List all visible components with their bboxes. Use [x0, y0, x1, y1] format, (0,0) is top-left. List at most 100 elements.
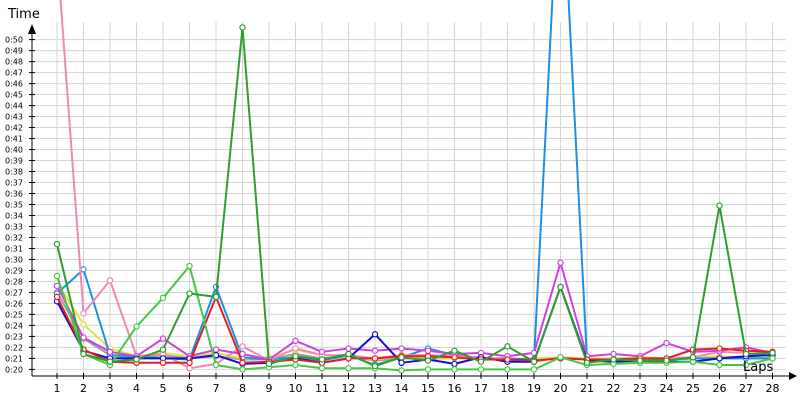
axes — [28, 24, 797, 380]
data-point — [716, 345, 723, 352]
data-point — [345, 345, 352, 352]
y-tick-label: 0:41 — [5, 135, 23, 144]
x-tick-label: 18 — [501, 382, 515, 395]
data-point — [504, 343, 511, 350]
y-tick-label: 0:27 — [5, 288, 23, 297]
series-path — [59, 0, 773, 370]
series-line — [53, 24, 776, 370]
data-point — [265, 360, 273, 368]
y-tick-label: 0:43 — [5, 113, 23, 122]
data-point — [159, 346, 167, 353]
y-tick-label: 0:20 — [5, 365, 23, 374]
data-point — [398, 367, 405, 374]
y-tick-label: 0:35 — [5, 200, 23, 209]
x-tick-label: 1 — [54, 382, 61, 395]
data-point — [451, 360, 458, 368]
data-point — [292, 337, 299, 345]
y-tick-label: 0:36 — [5, 190, 23, 199]
data-point — [716, 361, 723, 369]
data-point — [239, 366, 246, 373]
data-point — [318, 348, 326, 356]
data-point — [292, 345, 299, 352]
y-tick-label: 0:29 — [5, 266, 23, 275]
data-point — [610, 350, 617, 358]
data-point — [80, 310, 87, 317]
tick-labels: 0:20 0:21 0:22 0:23 0:24 0:25 0:26 0:27 0:28 0:29… — [5, 36, 780, 395]
data-point — [80, 266, 87, 273]
data-point — [504, 366, 511, 373]
x-tick-label: 11 — [315, 382, 329, 395]
x-tick-label: 8 — [239, 382, 246, 395]
data-point — [80, 321, 87, 328]
x-tick-label: 27 — [739, 382, 753, 395]
x-tick-label: 10 — [289, 382, 303, 395]
x-tick-label: 26 — [713, 382, 727, 395]
x-tick-label: 14 — [395, 382, 409, 395]
data-point — [610, 356, 617, 363]
data-point — [557, 283, 564, 291]
data-point — [530, 358, 538, 365]
x-tick-label: 3 — [107, 382, 114, 395]
y-tick-label: 0:33 — [5, 222, 23, 231]
data-point — [716, 202, 723, 209]
data-point — [212, 346, 220, 353]
data-point — [398, 359, 405, 367]
data-point — [636, 357, 644, 364]
y-tick-label: 0:42 — [5, 124, 23, 133]
data-point — [371, 362, 379, 370]
data-point — [53, 293, 61, 301]
data-point — [557, 259, 564, 266]
y-tick-label: 0:21 — [5, 354, 23, 363]
x-tick-label: 6 — [186, 382, 193, 395]
data-point — [477, 358, 485, 365]
data-point — [742, 350, 750, 358]
y-axis-arrow — [28, 24, 36, 34]
data-point — [451, 366, 458, 373]
y-tick-label: 0:38 — [5, 168, 23, 177]
x-axis-arrow — [789, 372, 797, 380]
data-point — [53, 272, 61, 280]
data-point — [53, 240, 61, 248]
y-tick-label: 0:44 — [5, 102, 23, 111]
data-point — [133, 323, 140, 330]
y-tick-label: 0:40 — [5, 146, 23, 155]
data-point — [186, 365, 193, 372]
x-tick-label: 5 — [160, 382, 167, 395]
x-tick-label: 21 — [580, 382, 594, 395]
data-point — [106, 358, 114, 365]
y-tick-label: 0:32 — [5, 233, 23, 242]
data-point — [769, 349, 776, 357]
y-tick-label: 0:45 — [5, 91, 23, 100]
data-point — [345, 365, 352, 372]
x-tick-label: 7 — [213, 382, 220, 395]
x-axis-title: Laps — [743, 360, 773, 375]
x-tick-label: 24 — [660, 382, 674, 395]
data-point — [80, 350, 87, 358]
y-tick-label: 0:24 — [5, 321, 23, 330]
y-tick-label: 0:31 — [5, 244, 23, 253]
data-point — [106, 277, 114, 284]
data-point — [504, 356, 511, 363]
data-point — [318, 356, 326, 363]
y-tick-label: 0:37 — [5, 179, 23, 188]
data-point — [371, 355, 379, 362]
series-path — [56, 261, 773, 361]
y-tick-label: 0:26 — [5, 299, 23, 308]
data-point — [212, 293, 220, 301]
data-point — [424, 357, 432, 364]
data-point — [663, 339, 670, 347]
y-tick-label: 0:28 — [5, 277, 23, 286]
x-tick-label: 23 — [633, 382, 647, 395]
series-layer — [53, 0, 776, 374]
x-tick-label: 20 — [554, 382, 568, 395]
x-tick-label: 13 — [368, 382, 382, 395]
y-tick-label: 0:39 — [5, 157, 23, 166]
x-tick-label: 9 — [266, 382, 273, 395]
x-tick-label: 22 — [607, 382, 621, 395]
data-point — [186, 359, 193, 367]
data-point — [424, 347, 432, 354]
x-tick-label: 28 — [766, 382, 780, 395]
data-point — [318, 365, 326, 372]
